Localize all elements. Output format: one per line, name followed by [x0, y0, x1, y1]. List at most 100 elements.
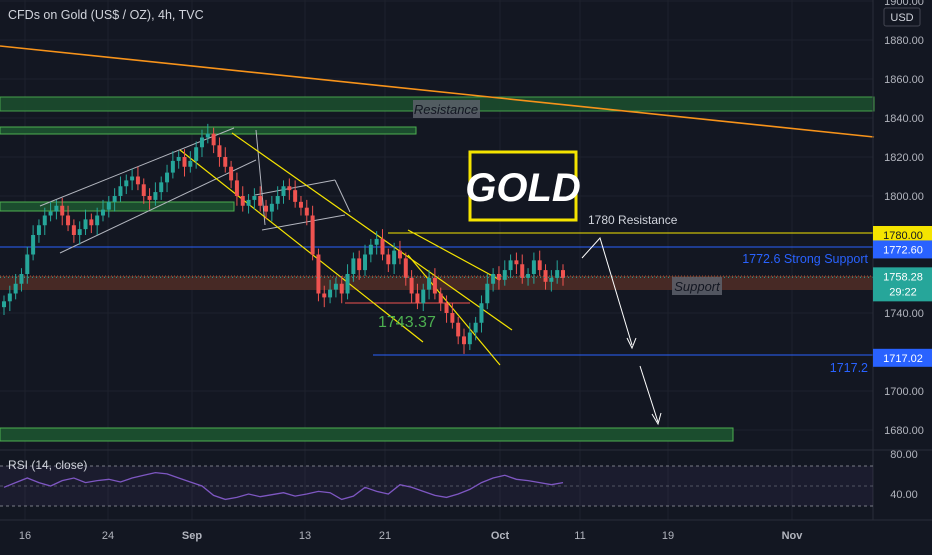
gold-box-text: GOLD	[465, 166, 581, 210]
badge-1717-bg	[873, 348, 932, 367]
channel-down-bottom	[179, 149, 424, 343]
candle-body	[147, 196, 152, 200]
badge-current-price: 1758.28	[883, 271, 923, 283]
candle-body	[77, 229, 82, 235]
candle-body	[421, 289, 426, 304]
candle-body	[71, 225, 76, 235]
candle-body	[520, 264, 525, 278]
candle-body	[293, 190, 298, 202]
currency-box	[883, 7, 921, 27]
candle-body	[130, 176, 135, 181]
level-1717-text: 1717.2	[830, 361, 868, 375]
rsi-line	[3, 471, 564, 501]
candle-body	[240, 196, 245, 206]
resistance-label: Resistance	[414, 102, 478, 117]
candle-body	[561, 270, 565, 278]
candle-body	[450, 313, 455, 323]
time-tick-label: 13	[299, 530, 311, 542]
candle-body	[118, 186, 123, 196]
candle-body	[106, 201, 111, 210]
candle-body	[199, 137, 204, 148]
candle-body	[60, 205, 65, 216]
candle-body	[36, 225, 41, 235]
projection-arrowhead-2	[651, 412, 662, 426]
low-label-text: 1743.37	[378, 314, 436, 331]
candle-body	[357, 258, 362, 271]
candle-body	[304, 207, 309, 216]
flag-bottom	[261, 214, 346, 231]
candle-body	[351, 258, 356, 274]
projection-arrowhead-1	[626, 337, 637, 350]
candle-body	[427, 277, 432, 290]
candle-body	[42, 215, 47, 226]
badge-1772-bg	[873, 240, 932, 259]
time-tick-label: Oct	[491, 530, 510, 542]
candle-body	[438, 293, 443, 304]
candle-body	[526, 274, 531, 278]
candle-body	[386, 254, 391, 265]
price-tick-label: 1800.00	[884, 191, 924, 203]
price-tick-label: 1860.00	[884, 74, 924, 86]
candle-body	[333, 283, 338, 290]
candle-body	[135, 176, 140, 185]
candle-body	[514, 260, 519, 265]
candle-body	[141, 184, 146, 196]
price-tick-label: 1880.00	[884, 35, 924, 47]
candle-body	[258, 196, 263, 206]
time-tick-label: 11	[574, 530, 585, 542]
price-tick-label: 1840.00	[884, 113, 924, 125]
candle-body	[159, 182, 164, 193]
projection-arrow-1	[581, 237, 633, 346]
support-label: Support	[674, 279, 721, 294]
time-tick-label: 16	[19, 530, 31, 542]
candle-body	[485, 283, 490, 304]
channel-side	[255, 129, 266, 226]
candle-body	[89, 219, 94, 226]
candle-body	[176, 157, 181, 161]
candle-body	[462, 336, 467, 345]
candle-body	[403, 258, 408, 278]
candle-body	[322, 293, 327, 298]
trendline-orange	[0, 45, 875, 138]
candle-body	[13, 283, 18, 294]
candle-body	[345, 274, 350, 294]
candle-body	[328, 289, 333, 298]
candle-body	[112, 196, 117, 202]
candle-body	[298, 201, 303, 208]
candle-body	[543, 270, 548, 282]
candle-body	[83, 219, 88, 230]
candle-body	[188, 160, 193, 167]
candle-body	[316, 254, 321, 294]
badge-1717: 1717.02	[883, 353, 923, 365]
price-tick-label: 1900.00	[884, 0, 924, 8]
gold-box	[468, 150, 578, 222]
candle-body	[275, 196, 280, 204]
candle-body	[491, 274, 496, 284]
candle-body	[368, 244, 373, 255]
time-tick-label: 24	[102, 530, 114, 542]
candle-body	[31, 235, 36, 255]
wedge-bottom	[407, 254, 501, 366]
badge-1780-bg	[873, 226, 932, 244]
candle-body	[392, 250, 397, 265]
candle-body	[339, 283, 344, 294]
time-tick-label: Sep	[182, 530, 202, 542]
candle-body	[100, 209, 105, 216]
resistance-label-bg	[413, 100, 480, 118]
candle-body	[380, 238, 385, 255]
candle-body	[363, 254, 368, 271]
candle-body	[54, 205, 59, 212]
rsi-label: RSI (14, close)	[8, 458, 88, 472]
strong-support-text: 1772.6 Strong Support	[742, 252, 868, 266]
rsi-band	[0, 466, 873, 506]
support-zone	[0, 276, 874, 290]
candle-body	[153, 192, 158, 200]
time-tick-label: Nov	[782, 530, 804, 542]
candle-body	[549, 277, 554, 282]
candle-body	[48, 211, 53, 216]
candle-body	[194, 147, 199, 161]
wedge-top	[407, 229, 501, 281]
resistance-1780-text: 1780 Resistance	[588, 213, 678, 227]
